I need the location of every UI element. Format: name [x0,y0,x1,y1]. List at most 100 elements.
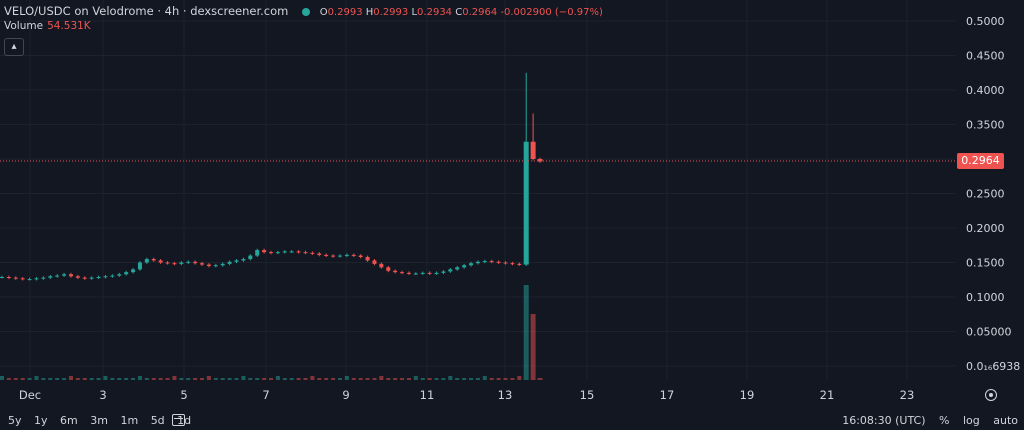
volume-bar [482,376,487,380]
candle-body [234,260,239,262]
volume-bar [55,378,60,380]
volume-bar [13,378,18,380]
volume-bar [303,378,308,380]
volume-bar [537,378,543,380]
x-tick-label: 17 [660,388,675,402]
x-tick-label: 7 [262,388,269,402]
volume-bar [89,378,94,380]
candle-body [393,270,398,273]
candle-body [365,256,370,261]
volume-bar [117,378,122,380]
volume-bar [103,376,108,380]
candle-body [337,255,342,257]
candle-body [206,264,211,266]
volume-bar [517,376,522,380]
volume-bar [241,376,246,380]
volume-bar [434,378,439,380]
volume-bar [441,378,446,380]
auto-scale-toggle[interactable]: auto [993,414,1018,427]
volume-bar [448,376,453,380]
candle-body [172,263,177,265]
volume-bar [358,378,363,380]
volume-bar [420,378,425,380]
candle-body [255,250,260,256]
x-tick-label: 15 [580,388,595,402]
volume-bar [324,378,329,380]
y-tick-label: 0.1500 [966,257,1005,270]
price-axis: 0.50000.45000.40000.35000.30000.25000.20… [966,15,1020,373]
candle-body [275,252,280,254]
volume-bar [365,378,370,380]
volume-bar [48,378,53,380]
candle-body [289,251,294,253]
chevron-up-icon[interactable]: ▴ [4,38,24,56]
candle-body [20,278,25,280]
candle-body [496,261,501,263]
volume-bar [110,378,115,380]
timeframe-5y[interactable]: 5y [8,414,22,427]
candle-body [27,279,32,281]
y-tick-label: 0.0₁₆6938 [966,360,1020,373]
volume-bar [179,378,184,380]
time-axis: Dec 3 5 7 9 11 13 15 17 19 21 23 [19,388,914,402]
candle-body [489,261,494,263]
candle-body [41,277,46,279]
volume-bar [400,378,405,380]
candle-body [475,261,480,264]
candle-body [227,261,232,264]
volume-bar [227,378,232,380]
candle-body [179,262,184,264]
timeframe-1y[interactable]: 1y [34,414,48,427]
volume-bar [172,376,177,380]
candle-body [282,251,287,253]
volume-bar [289,378,294,380]
volume-bar [41,378,46,380]
timeframe-5d[interactable]: 5d [150,414,165,427]
volume-bar [0,376,4,380]
candle-body [344,254,349,256]
y-tick-label: 0.05000 [966,326,1012,339]
percent-scale-toggle[interactable]: % [939,414,950,427]
candle-body [248,255,253,260]
candle-body [241,259,246,261]
log-scale-toggle[interactable]: log [962,414,980,427]
candles [0,72,543,281]
volume-bar [462,378,467,380]
volume-bar [165,378,170,380]
timeframe-buttons: 5y 1y 6m 3m 1m 5d 1d [8,411,200,430]
timeframe-6m[interactable]: 6m [60,414,78,427]
candle-body [517,263,522,265]
volume-bar [530,314,536,380]
volume-bar [206,376,211,380]
timeframe-1m[interactable]: 1m [120,414,139,427]
timeframe-3m[interactable]: 3m [90,414,108,427]
candle-body [151,259,156,261]
candle-body [379,263,384,268]
x-tick-label: 21 [820,388,835,402]
volume-bars [0,285,543,380]
y-tick-label: 0.5000 [966,15,1005,28]
ohlc-values: O0.2993 H0.2993 L0.2934 C0.2964 -0.00290… [319,7,603,18]
volume-bar [158,378,163,380]
x-tick-label: 9 [342,388,349,402]
candle-body [427,272,432,274]
candle-body [358,255,363,257]
candle-body [434,272,439,274]
candle-body [372,260,377,264]
volume-bar [96,378,101,380]
volume-bar [282,378,287,380]
volume-bar [27,378,32,380]
x-tick-label: Dec [19,388,41,402]
clock: 16:08:30 (UTC) [842,414,926,427]
calendar-icon[interactable] [172,414,185,426]
volume-bar [20,378,25,380]
candle-body [220,263,225,266]
gear-icon[interactable] [985,389,997,401]
x-tick-label: 3 [99,388,106,402]
candle-body [62,274,67,276]
candle-body [117,274,122,276]
candle-body [213,265,218,267]
y-tick-label: 0.2500 [966,188,1005,201]
